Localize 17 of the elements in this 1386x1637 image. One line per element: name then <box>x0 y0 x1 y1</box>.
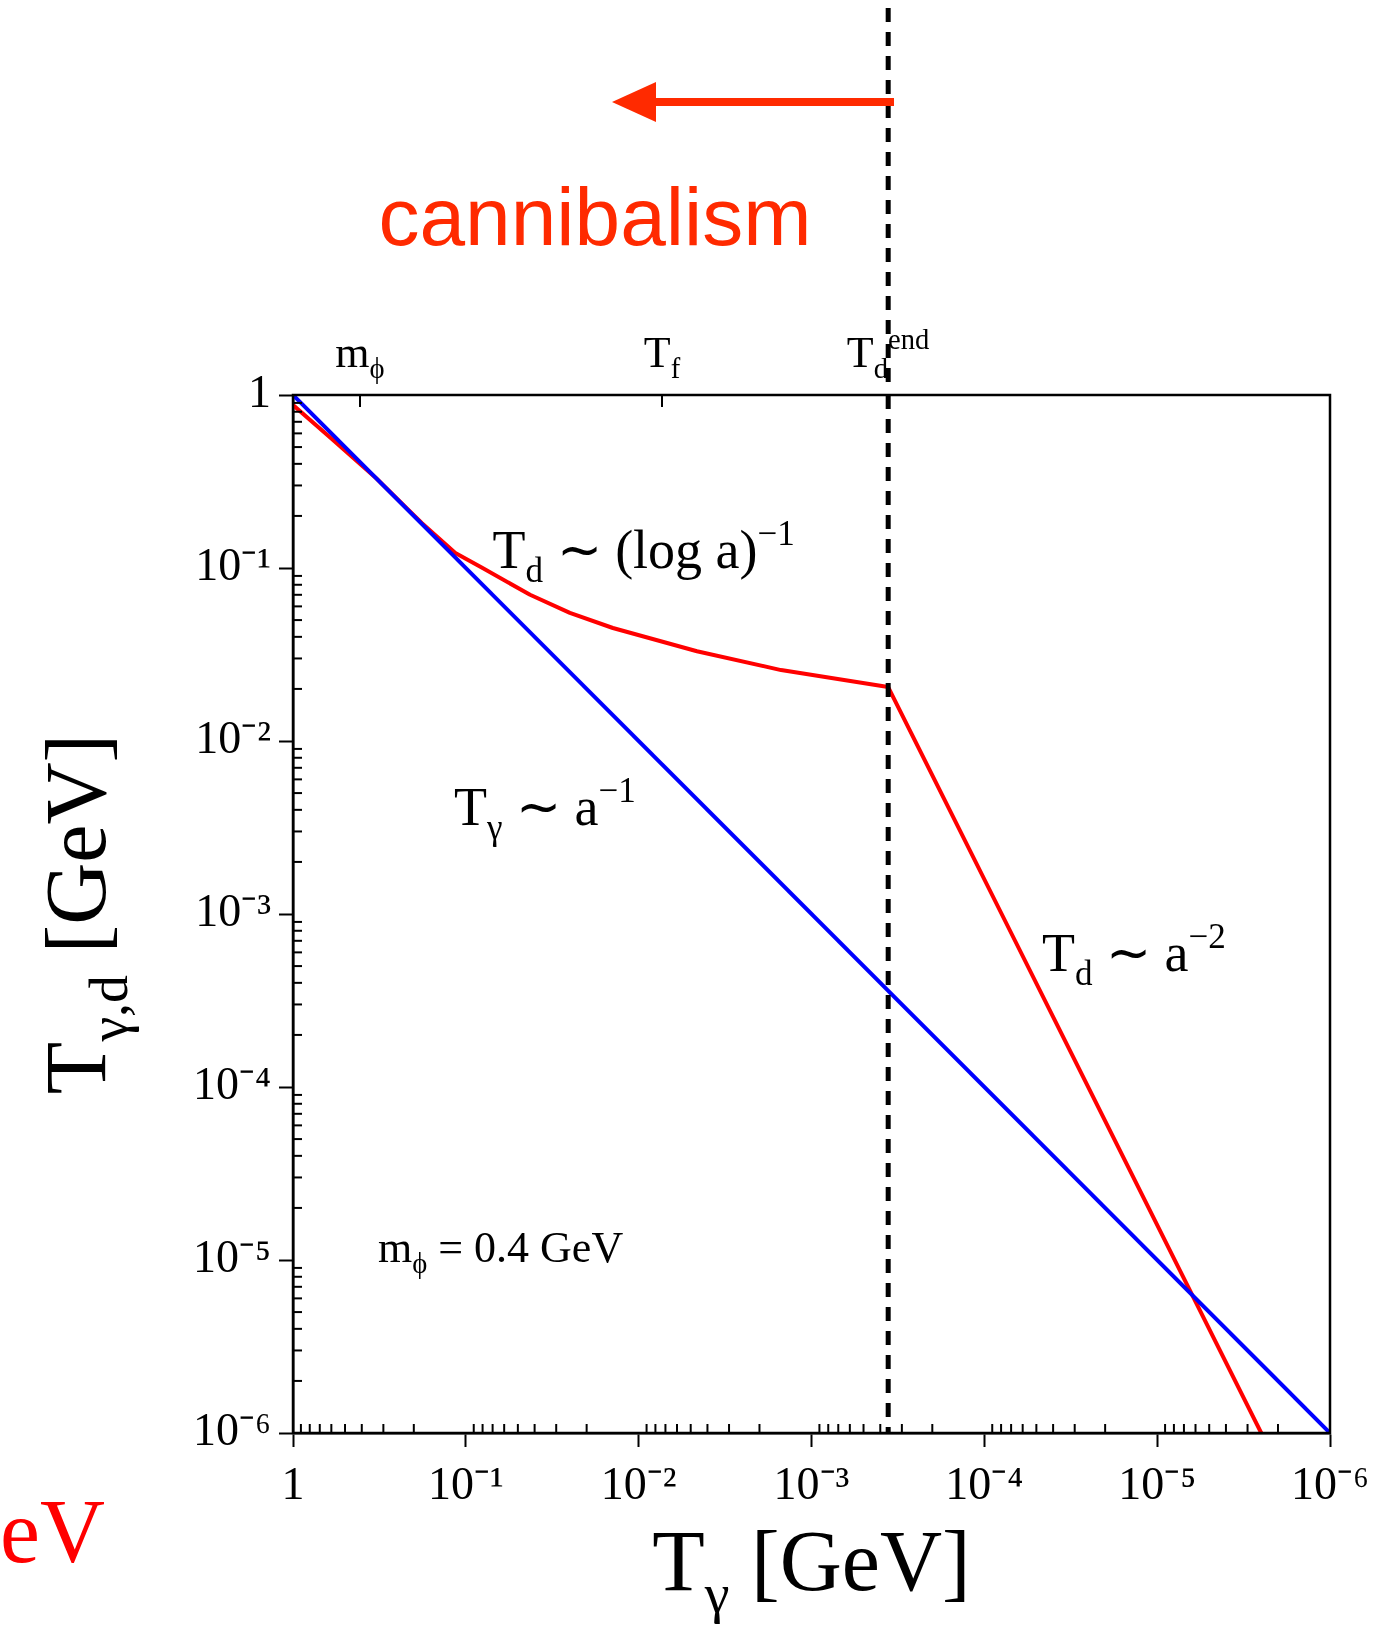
y-tick-label: 10⁻¹ <box>195 539 271 591</box>
y-axis-title: Tγ,d [GeV] <box>28 733 139 1095</box>
text: eV <box>0 1482 105 1581</box>
text: cannibalism <box>378 171 812 262</box>
x-tick-label: 10⁻³ <box>773 1457 850 1509</box>
x-tick-label: 1 <box>281 1457 305 1509</box>
x-tick-label: 10⁻⁴ <box>945 1457 1024 1509</box>
y-tick-label: 10⁻³ <box>195 885 271 937</box>
y-tick-label: 10⁻⁵ <box>192 1231 271 1283</box>
x-tick-label: 10⁻⁶ <box>1290 1457 1370 1509</box>
y-tick-label: 1 <box>248 366 271 418</box>
y-tick-label: 10⁻⁶ <box>192 1404 271 1456</box>
y-tick-label: 10⁻⁴ <box>192 1058 271 1110</box>
x-tick-label: 10⁻⁵ <box>1118 1457 1197 1509</box>
x-tick-label: 10⁻¹ <box>427 1457 504 1509</box>
y-tick-label: 10⁻² <box>195 712 271 764</box>
x-tick-label: 10⁻² <box>600 1457 677 1509</box>
